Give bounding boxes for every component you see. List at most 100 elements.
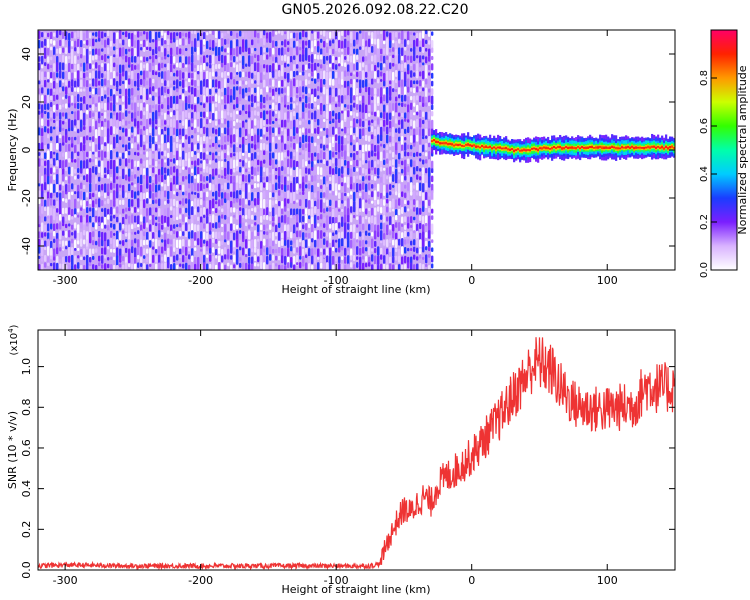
heatmap-cell (176, 103, 179, 110)
heatmap-cell (386, 126, 389, 135)
heatmap-cell (239, 94, 242, 102)
heatmap-cell (410, 247, 413, 252)
heatmap-cell (50, 126, 53, 134)
heatmap-cell (68, 246, 71, 257)
heatmap-cell (95, 151, 98, 158)
colorbar-tick-label: 0.6 (699, 118, 710, 134)
heatmap-cell (221, 214, 224, 219)
heatmap-cell (326, 160, 329, 167)
heatmap-cell (215, 88, 218, 93)
heatmap-cell (419, 110, 422, 118)
heatmap-cell (281, 142, 284, 152)
heatmap-cell (395, 159, 398, 168)
heatmap-cell (329, 87, 332, 97)
heatmap-cell (155, 71, 158, 76)
heatmap-cell (38, 246, 41, 254)
heatmap-cell (53, 112, 56, 120)
heatmap-cell (212, 142, 215, 148)
heatmap-cell (317, 175, 320, 180)
heatmap-cell (404, 255, 407, 264)
heatmap-cell (65, 216, 68, 222)
heatmap-cell (314, 96, 317, 102)
heatmap-cell (59, 230, 62, 240)
heatmap-cell (245, 47, 248, 52)
heatmap-cell (242, 127, 245, 136)
heatmap-cell (221, 118, 224, 124)
heatmap-cell (248, 79, 251, 88)
heatmap-cell (404, 39, 407, 48)
heatmap-cell (350, 176, 353, 185)
heatmap-cell (314, 46, 317, 51)
heatmap-cell (344, 38, 347, 49)
heatmap-cell (254, 102, 257, 108)
heatmap-cell (173, 80, 176, 86)
heatmap-cell (326, 190, 329, 199)
heatmap-cell (332, 168, 335, 176)
heatmap-cell (392, 126, 395, 138)
heatmap-cell (173, 166, 176, 173)
heatmap-cell (86, 182, 89, 188)
heatmap-cell (182, 224, 185, 232)
heatmap-cell (137, 31, 140, 38)
heatmap-cell (239, 246, 242, 251)
signal-cell (453, 144, 456, 147)
heatmap-cell (200, 199, 203, 206)
heatmap-cell (392, 224, 395, 232)
heatmap-cell (107, 191, 110, 197)
heatmap-cell (389, 70, 392, 82)
heatmap-cell (77, 135, 80, 145)
heatmap-cell (98, 176, 101, 182)
heatmap-cell (239, 262, 242, 268)
heatmap-cell (245, 198, 248, 205)
heatmap-cell (104, 232, 107, 243)
heatmap-cell (353, 30, 356, 42)
heatmap-cell (125, 136, 128, 141)
heatmap-cell (152, 86, 155, 92)
heatmap-cell (203, 183, 206, 190)
heatmap-cell (77, 70, 80, 81)
heatmap-cell (356, 224, 359, 228)
heatmap-cell (80, 30, 83, 41)
heatmap-cell (173, 134, 176, 139)
snr-x-axis-label: Height of straight line (km) (281, 583, 430, 596)
heatmap-cell (404, 142, 407, 152)
heatmap-cell (386, 206, 389, 213)
heatmap-cell (188, 151, 191, 160)
heatmap-cell (374, 30, 377, 42)
heatmap-cell (128, 136, 131, 142)
heatmap-cell (269, 166, 272, 173)
heatmap-cell (173, 238, 176, 250)
heatmap-cell (38, 80, 41, 85)
heatmap-cell (191, 86, 194, 96)
heatmap-cell (362, 62, 365, 68)
heatmap-cell (296, 183, 299, 191)
heatmap-cell (323, 95, 326, 102)
heatmap-cell (191, 230, 194, 240)
heatmap-cell (200, 102, 203, 106)
heatmap-cell (410, 96, 413, 101)
heatmap-cell (227, 78, 230, 84)
heatmap-cell (113, 214, 116, 219)
heatmap-cell (242, 110, 245, 117)
heatmap-cell (50, 223, 53, 230)
heatmap-cell (266, 255, 269, 265)
heatmap-cell (410, 55, 413, 63)
heatmap-cell (212, 120, 215, 129)
heatmap-cell (116, 142, 119, 148)
heatmap-cell (254, 127, 257, 134)
heatmap-cell (146, 183, 149, 189)
heatmap-cell (158, 31, 161, 39)
heatmap-cell (146, 80, 149, 86)
heatmap-cell (329, 78, 332, 86)
heatmap-cell (212, 47, 215, 52)
heatmap-cell (155, 160, 158, 167)
heatmap-cell (263, 64, 266, 69)
heatmap-cell (404, 32, 407, 39)
heatmap-cell (233, 30, 236, 38)
heatmap-cell (245, 96, 248, 101)
heatmap-cell (101, 55, 104, 61)
heatmap-cell (269, 126, 272, 137)
heatmap-cell (251, 208, 254, 212)
heatmap-cell (74, 184, 77, 192)
heatmap-cell (260, 136, 263, 140)
